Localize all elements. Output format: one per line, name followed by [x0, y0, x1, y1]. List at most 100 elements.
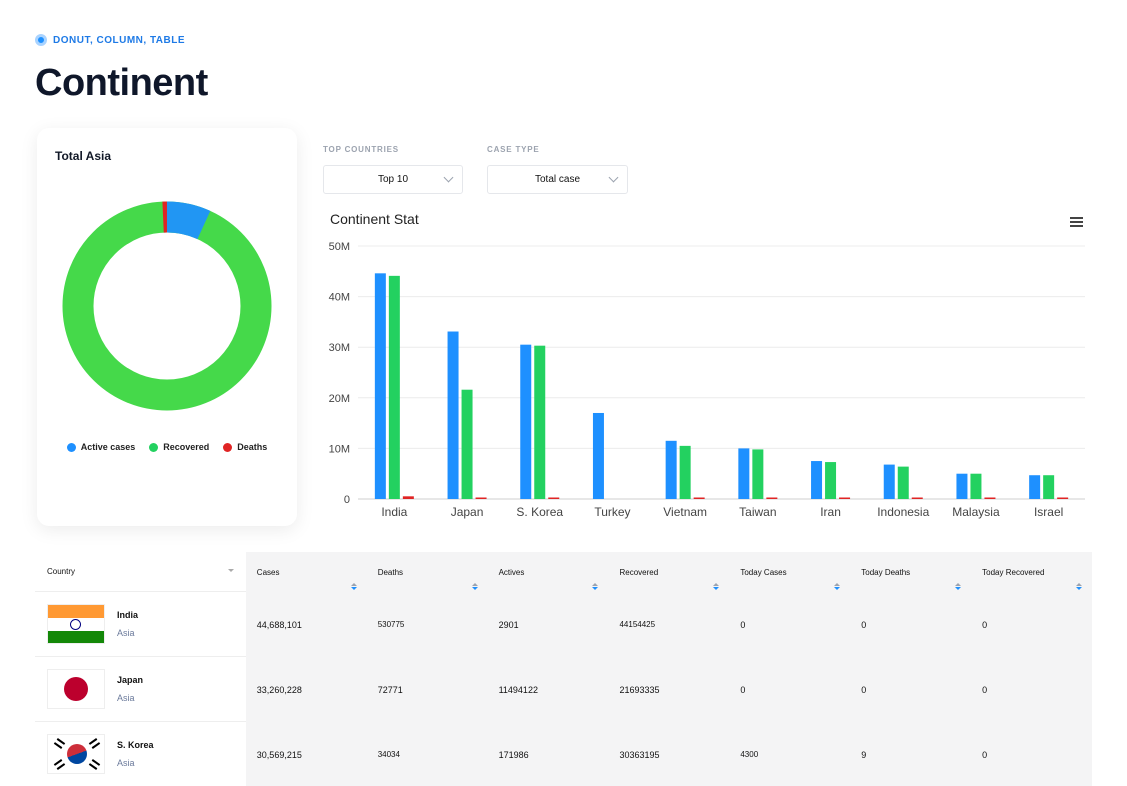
x-tick-label: Vietnam	[663, 505, 707, 519]
bar-active[interactable]	[956, 473, 968, 499]
recovered-cell: 30363195	[608, 722, 730, 786]
bar-recovered[interactable]	[825, 462, 837, 499]
bar-recovered[interactable]	[752, 449, 764, 499]
bar-active[interactable]	[1029, 475, 1041, 499]
bar-deaths[interactable]	[984, 497, 996, 500]
today-recovered-cell: 0	[971, 592, 1093, 657]
bar-deaths[interactable]	[402, 496, 414, 499]
bar-recovered[interactable]	[970, 473, 982, 499]
bar-active[interactable]	[883, 464, 895, 499]
donut-recovered-arc	[62, 201, 272, 411]
header-today-deaths-label: Today Deaths	[861, 567, 911, 577]
today-deaths-cell: 9	[850, 722, 972, 786]
chart-title: Continent Stat	[330, 211, 419, 227]
bar-deaths[interactable]	[1057, 497, 1069, 500]
actives-cell: 2901	[487, 592, 609, 657]
sort-icon	[834, 582, 841, 593]
today-deaths-cell: 0	[850, 592, 972, 657]
x-tick-label: Japan	[451, 505, 484, 519]
header-today-recovered-label: Today Recovered	[982, 567, 1045, 577]
today-cases-cell: 0	[729, 592, 851, 657]
bar-deaths[interactable]	[766, 497, 778, 500]
header-country[interactable]: Country	[35, 552, 246, 592]
today-recovered-cell: 0	[971, 722, 1093, 786]
recovered-cell: 44154425	[608, 592, 730, 657]
country-cell: Japan Asia	[35, 657, 246, 722]
bar-deaths[interactable]	[839, 497, 851, 500]
header-today-recovered[interactable]: Today Recovered	[971, 567, 1092, 590]
cases-cell: 33,260,228	[245, 657, 367, 722]
sort-icon	[955, 582, 962, 593]
header-deaths-label: Deaths	[377, 567, 404, 577]
deaths-cell: 530775	[366, 592, 488, 657]
country-cell: S. Korea Asia	[35, 722, 246, 786]
legend-active[interactable]: Active cases	[66, 442, 135, 452]
bar-active[interactable]	[738, 448, 750, 499]
header-deaths[interactable]: Deaths	[367, 567, 488, 590]
bar-deaths[interactable]	[475, 497, 487, 500]
sort-icon	[350, 582, 357, 593]
section-eyebrow: DONUT, COLUMN, TABLE	[35, 34, 185, 46]
x-tick-label: S. Korea	[516, 505, 563, 519]
recovered-cell: 21693335	[608, 657, 730, 722]
table-row[interactable]: India Asia 44,688,101 530775 2901 4415442…	[35, 592, 1093, 657]
y-tick-label: 0	[344, 494, 350, 506]
column-chart: 0 10M 20M 30M 40M 50M India Japan S. Korea Turkey…	[329, 241, 1085, 519]
today-recovered-cell: 0	[971, 657, 1093, 722]
card-title: Total Asia	[55, 149, 112, 163]
bar-recovered[interactable]	[1043, 475, 1055, 499]
donut-deaths-arc	[62, 201, 272, 411]
bar-recovered[interactable]	[679, 445, 691, 499]
legend-deaths[interactable]: Deaths	[223, 442, 267, 452]
bar-active[interactable]	[520, 344, 532, 499]
continent-name: Asia	[117, 758, 135, 768]
chevron-down-icon	[443, 172, 454, 183]
country-name: Japan	[117, 675, 144, 685]
sort-icon	[1076, 582, 1083, 593]
header-cases[interactable]: Cases	[246, 568, 367, 590]
total-asia-card: Total Asia Active cases Recovered Deaths	[37, 128, 297, 526]
bar-recovered[interactable]	[534, 345, 546, 499]
table-row[interactable]: Japan Asia 33,260,228 72771 11494122 2169…	[35, 657, 1093, 722]
header-actives-label: Actives	[498, 567, 525, 577]
top-countries-select[interactable]: Top 10	[323, 165, 463, 194]
chart-menu-icon[interactable]	[1070, 217, 1083, 227]
bar-active[interactable]	[665, 440, 677, 499]
y-tick-label: 10M	[329, 443, 350, 455]
deaths-cell: 34034	[366, 722, 488, 786]
countries-table: Country Cases Deaths Actives Recovered T…	[35, 552, 1093, 786]
continent-name: Asia	[117, 628, 135, 638]
bar-deaths[interactable]	[548, 497, 560, 500]
legend-deaths-label: Deaths	[237, 442, 268, 452]
x-tick-label: Iran	[820, 505, 841, 519]
legend-recovered[interactable]: Recovered	[149, 442, 209, 452]
actives-cell: 11494122	[487, 657, 609, 722]
continent-name: Asia	[117, 693, 135, 703]
bar-recovered[interactable]	[461, 389, 473, 499]
chevron-down-icon	[608, 172, 619, 183]
sort-icon	[713, 582, 720, 593]
eyebrow-text: DONUT, COLUMN, TABLE	[53, 34, 186, 46]
chevron-down-icon	[227, 569, 234, 572]
bar-deaths[interactable]	[693, 497, 705, 500]
bar-deaths[interactable]	[911, 497, 923, 500]
header-actives[interactable]: Actives	[488, 567, 609, 590]
x-tick-label: Taiwan	[739, 505, 776, 519]
bar-recovered[interactable]	[897, 466, 909, 499]
top-countries-value: Top 10	[377, 174, 409, 185]
bar-active[interactable]	[374, 273, 386, 499]
header-today-deaths[interactable]: Today Deaths	[850, 567, 971, 590]
bar-recovered[interactable]	[388, 275, 400, 499]
header-today-cases[interactable]: Today Cases	[729, 567, 850, 590]
header-today-cases-label: Today Cases	[740, 567, 787, 577]
today-cases-cell: 0	[729, 657, 851, 722]
country-name: India	[117, 610, 139, 620]
country-name: S. Korea	[117, 740, 154, 750]
bar-active[interactable]	[447, 331, 459, 499]
japan-flag-icon	[47, 669, 105, 709]
table-row[interactable]: S. Korea Asia 30,569,215 34034 171986 303…	[35, 722, 1093, 786]
bar-active[interactable]	[811, 461, 823, 499]
case-type-select[interactable]: Total case	[487, 165, 628, 194]
bar-active[interactable]	[592, 412, 604, 499]
header-recovered[interactable]: Recovered	[608, 568, 729, 590]
